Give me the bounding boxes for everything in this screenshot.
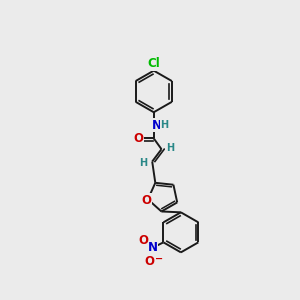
Text: O: O xyxy=(138,234,148,247)
Text: Cl: Cl xyxy=(147,57,160,70)
Text: H: H xyxy=(140,158,148,168)
Text: N: N xyxy=(152,119,162,132)
Text: N: N xyxy=(148,241,158,254)
Text: H: H xyxy=(160,120,169,130)
Text: −: − xyxy=(155,254,163,264)
Text: O: O xyxy=(133,132,143,145)
Text: O: O xyxy=(141,194,151,207)
Text: O: O xyxy=(145,255,154,268)
Text: H: H xyxy=(166,143,174,153)
